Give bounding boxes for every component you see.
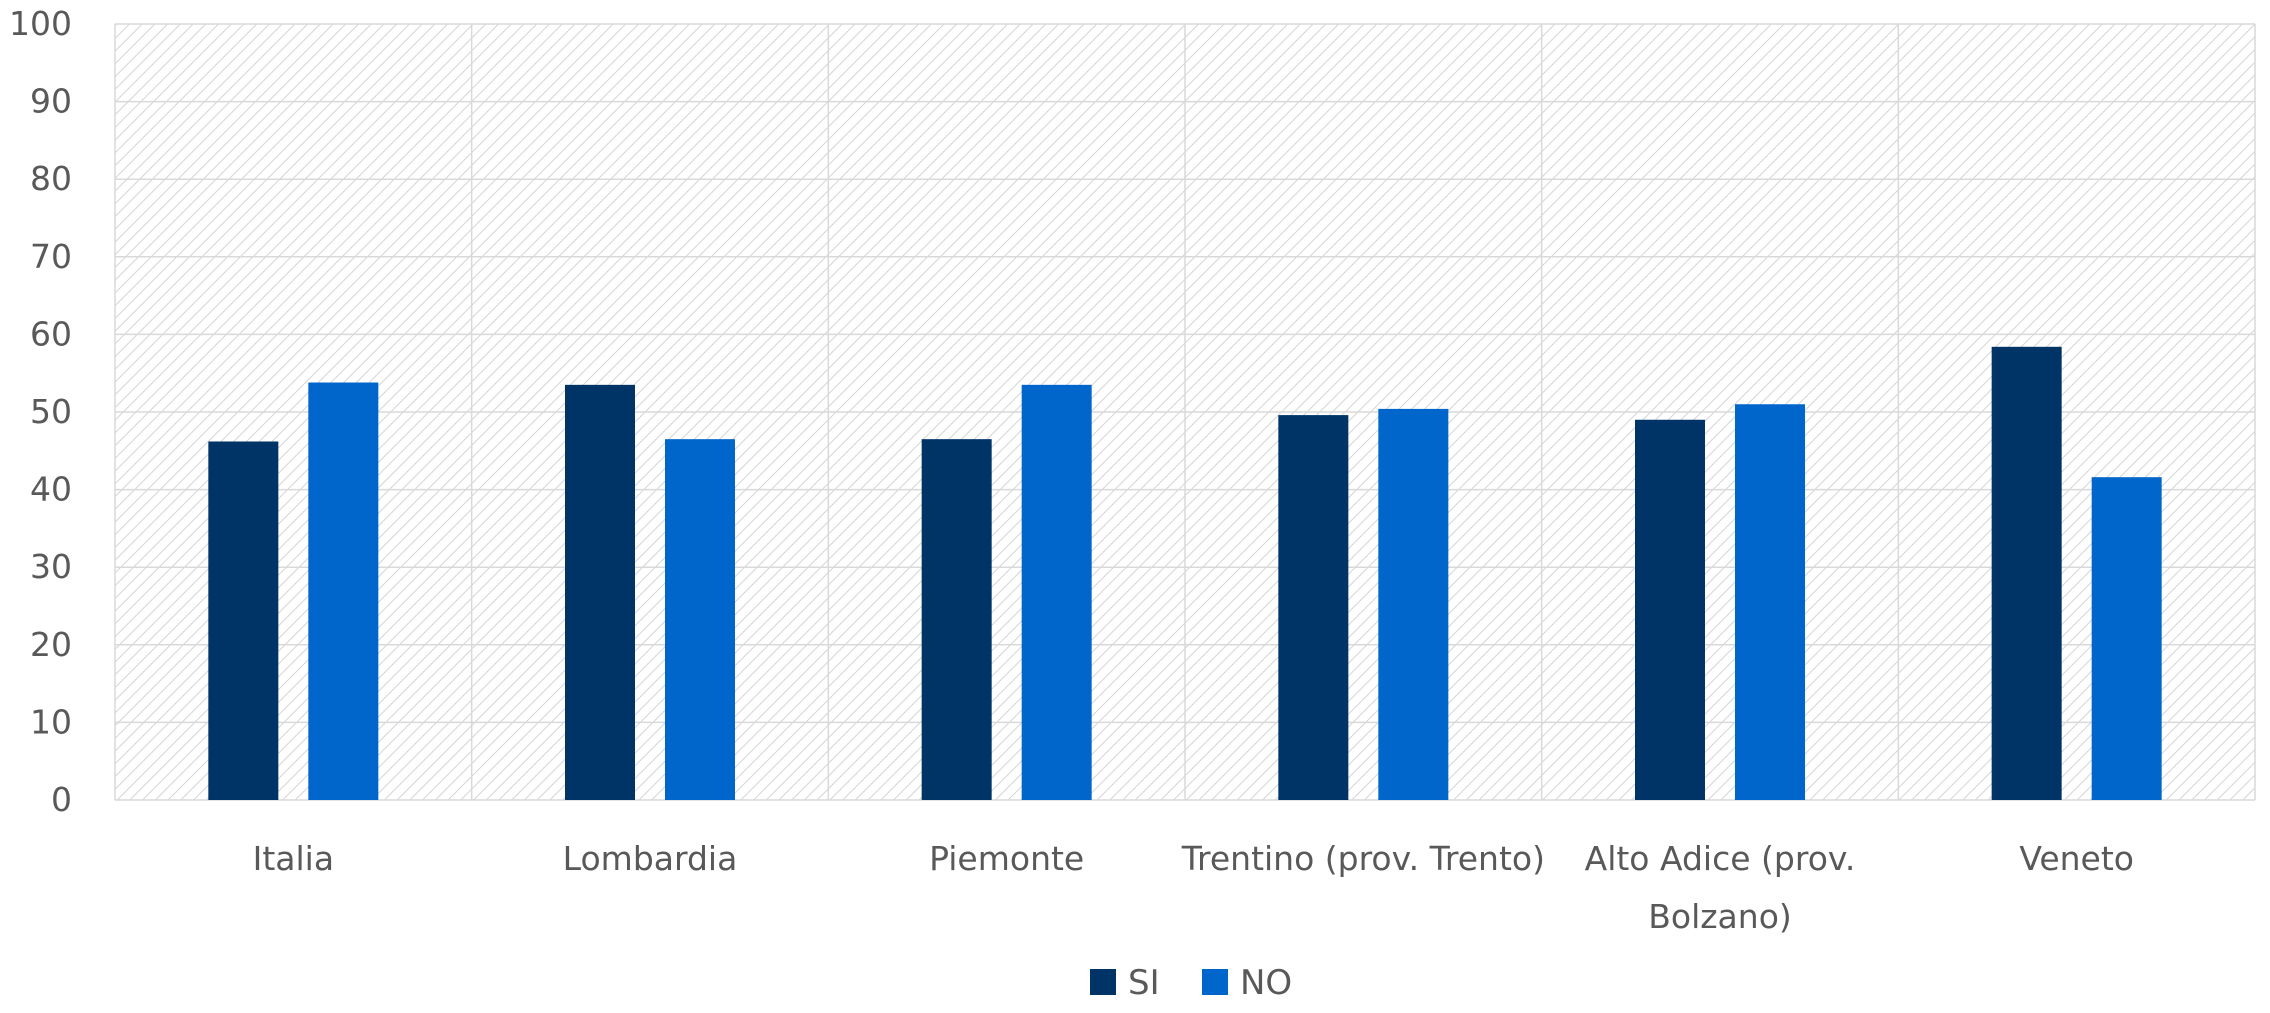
bar-si [921,439,992,800]
legend-label-si: SI [1128,963,1160,1003]
bar-si [208,441,279,800]
x-tick-label: Piemonte [929,839,1084,878]
bar-si [1278,415,1349,800]
bar-si [565,384,635,800]
y-tick-label: 0 [51,780,72,819]
y-tick-label: 70 [30,237,72,276]
y-axis: 0 10 20 30 40 50 60 70 80 90 100 [9,4,72,819]
y-tick-label: 50 [30,392,72,431]
bar-no [2091,477,2162,800]
bars [208,346,2162,800]
y-tick-label: 80 [30,159,72,198]
legend: SI NO [1090,963,1292,1003]
y-tick-label: 100 [9,4,72,43]
x-tick-label: Trentino (prov. Trento) [1181,839,1545,878]
bar-no [665,439,735,800]
bar-no [1021,384,1092,800]
y-tick-label: 40 [30,470,72,509]
legend-swatch-no [1202,969,1228,995]
bar-no [1378,408,1449,800]
y-tick-label: 20 [30,625,72,664]
x-tick-label: Veneto [2019,839,2134,878]
gridlines [114,23,2256,801]
y-tick-label: 60 [30,314,72,353]
x-tick-label: Lombardia [563,839,738,878]
y-tick-label: 90 [30,82,72,121]
bar-no [1735,404,1805,800]
x-tick-label: Bolzano) [1648,897,1792,936]
y-tick-label: 30 [30,547,72,586]
x-tick-label: Italia [253,839,334,878]
bar-si [1991,346,2062,800]
x-axis: Italia Lombardia Piemonte Trentino (prov. T… [253,839,2134,936]
legend-swatch-si [1090,969,1116,995]
legend-label-no: NO [1240,963,1292,1003]
y-tick-label: 10 [30,702,72,741]
bar-no [308,382,379,800]
x-tick-label: Alto Adice (prov. [1585,839,1856,878]
bar-si [1635,419,1705,800]
